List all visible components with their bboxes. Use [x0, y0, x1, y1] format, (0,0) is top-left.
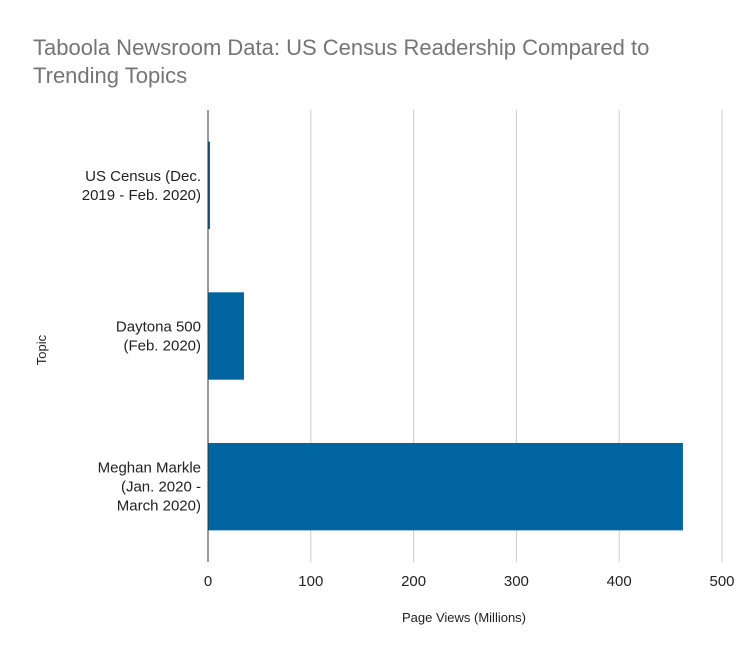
- category-label-line: Meghan Markle: [98, 460, 201, 477]
- bar: [208, 292, 244, 380]
- bar: [208, 442, 683, 531]
- y-axis-label: Topic: [34, 334, 49, 365]
- category-label: Meghan Markle (Jan. 2020 - March 2020): [98, 460, 201, 515]
- bar: [208, 141, 211, 230]
- category-label-line: Daytona 500: [116, 319, 201, 336]
- x-tick-label: 400: [607, 573, 632, 590]
- chart-title-line-1: Taboola Newsroom Data: US Census Readers…: [33, 35, 649, 60]
- x-tick-labels: 0 100 200 300 400 500: [204, 573, 735, 590]
- category-label-line: (Feb. 2020): [123, 338, 201, 355]
- category-label: Daytona 500 (Feb. 2020): [116, 319, 201, 355]
- x-axis-label: Page Views (Millions): [402, 610, 526, 625]
- category-label-line: 2019 - Feb. 2020): [82, 187, 201, 204]
- x-tick-label: 300: [504, 573, 529, 590]
- category-label-line: (Jan. 2020 -: [121, 479, 201, 496]
- bars: [208, 141, 683, 531]
- x-tick-label: 200: [401, 573, 426, 590]
- chart-title-line-2: Trending Topics: [33, 63, 187, 88]
- x-tick-label: 500: [709, 573, 734, 590]
- category-label: US Census (Dec. 2019 - Feb. 2020): [82, 168, 201, 204]
- category-label-line: US Census (Dec.: [85, 168, 201, 185]
- x-tick-label: 0: [204, 573, 212, 590]
- category-label-line: March 2020): [117, 498, 201, 515]
- x-tick-label: 100: [298, 573, 323, 590]
- category-labels: US Census (Dec. 2019 - Feb. 2020) Daytona …: [82, 168, 201, 515]
- chart-title: Taboola Newsroom Data: US Census Readers…: [33, 35, 655, 88]
